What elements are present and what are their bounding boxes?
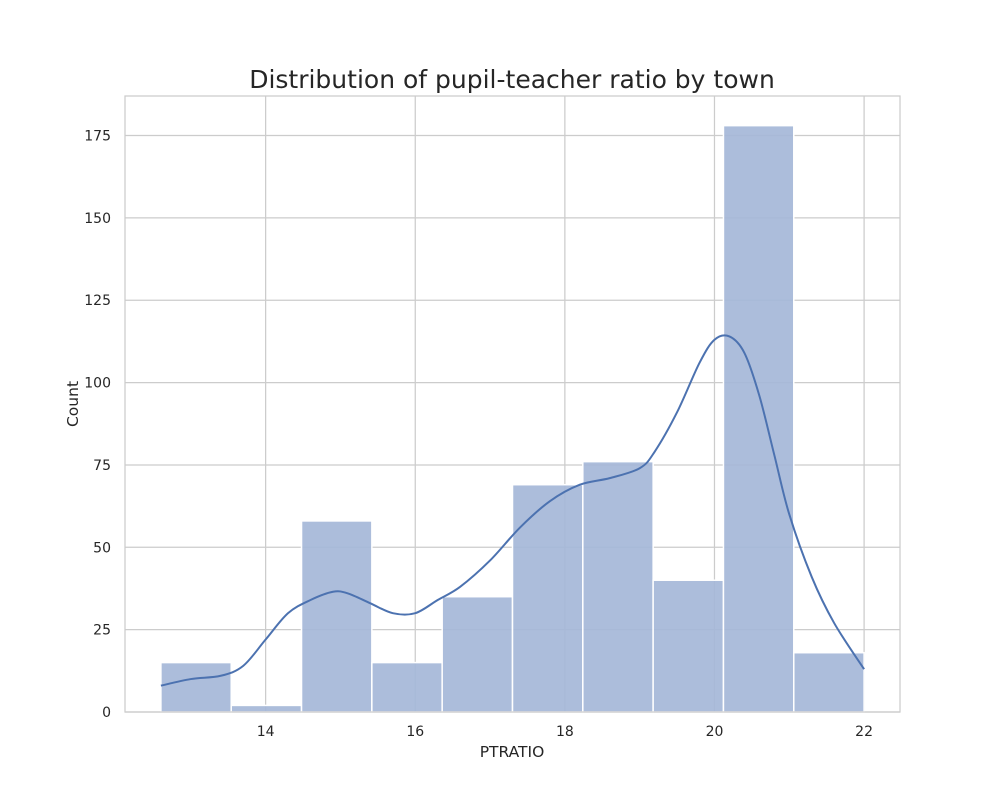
histogram-bar-1: [230, 704, 303, 713]
x-tick-labels: 14 16 18 20 22: [257, 724, 873, 740]
chart-title: Distribution of pupil-teacher ratio by t…: [249, 65, 775, 94]
x-tick-label-4: 22: [855, 724, 873, 740]
y-tick-label-5: 125: [84, 293, 111, 309]
x-tick-label-0: 14: [257, 724, 275, 740]
y-tick-label-7: 175: [84, 129, 111, 145]
y-tick-label-0: 0: [102, 705, 111, 721]
y-tick-label-1: 25: [93, 623, 111, 639]
histogram-bar-2: [300, 520, 373, 713]
x-tick-label-3: 20: [706, 724, 724, 740]
histogram-bars: [160, 124, 865, 713]
histogram-bar-6: [582, 460, 654, 713]
histogram-bar-4: [441, 595, 514, 713]
histogram-bar-9: [793, 651, 865, 713]
kde-curve: [160, 334, 865, 687]
x-tick-label-1: 16: [406, 724, 424, 740]
y-tick-labels: 0 25 50 75 100 125 150 175: [84, 129, 111, 721]
y-tick-label-2: 50: [93, 540, 111, 556]
histogram-bar-3: [371, 661, 443, 713]
y-tick-label-3: 75: [93, 458, 111, 474]
histogram-bar-7: [652, 579, 725, 713]
histogram-bar-0: [160, 661, 232, 713]
histogram-bar-8: [722, 124, 795, 713]
y-axis-label: Count: [64, 381, 82, 427]
y-tick-label-6: 150: [84, 211, 111, 227]
x-axis-label: PTRATIO: [480, 743, 545, 761]
y-tick-label-4: 100: [84, 376, 111, 392]
plot-frame: [124, 95, 901, 713]
histogram-bar-5: [511, 483, 584, 713]
x-tick-label-2: 18: [556, 724, 574, 740]
